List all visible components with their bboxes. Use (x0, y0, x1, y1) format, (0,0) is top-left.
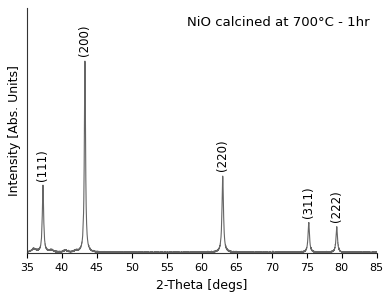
Text: NiO calcined at 700°C - 1hr: NiO calcined at 700°C - 1hr (187, 16, 370, 29)
Text: (311): (311) (302, 186, 315, 218)
Text: (222): (222) (330, 190, 343, 222)
Text: (111): (111) (36, 149, 49, 181)
Y-axis label: Intensity [Abs. Units]: Intensity [Abs. Units] (8, 65, 21, 196)
Text: (220): (220) (216, 140, 229, 171)
X-axis label: 2-Theta [degs]: 2-Theta [degs] (156, 279, 247, 292)
Text: (200): (200) (78, 25, 91, 56)
